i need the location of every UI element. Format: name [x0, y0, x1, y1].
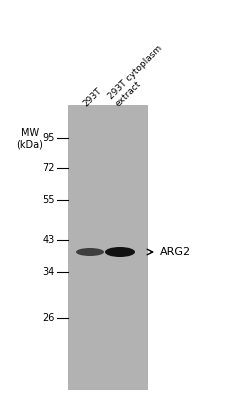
Text: 26: 26: [43, 313, 55, 323]
Bar: [68, 105, 148, 390]
Text: 72: 72: [43, 163, 55, 173]
Text: 43: 43: [43, 235, 55, 245]
Text: MW
(kDa): MW (kDa): [17, 128, 43, 150]
Ellipse shape: [105, 247, 135, 257]
Ellipse shape: [76, 248, 104, 256]
Text: 95: 95: [43, 133, 55, 143]
Text: ARG2: ARG2: [160, 247, 191, 257]
Text: 293T cytoplasm
extract: 293T cytoplasm extract: [106, 43, 171, 108]
Text: 55: 55: [43, 195, 55, 205]
Text: 34: 34: [43, 267, 55, 277]
Text: 293T: 293T: [82, 86, 104, 108]
